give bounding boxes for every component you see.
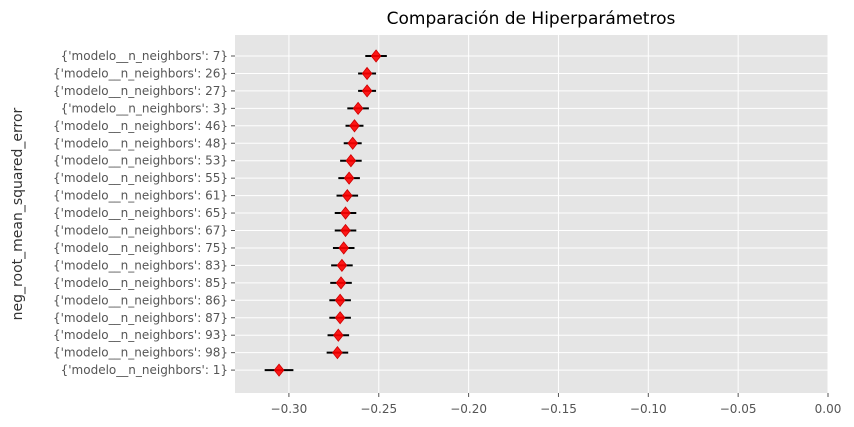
data-point-marker (352, 101, 364, 115)
data-point-marker (335, 276, 347, 290)
data-point-marker (343, 171, 355, 185)
data-point-marker (273, 363, 285, 377)
data-point-marker (345, 154, 357, 168)
chart-title: Comparación de Hiperparámetros (387, 9, 676, 29)
markers (273, 49, 382, 377)
y-tick-label: {'modelo__n_neighbors': 85} (53, 276, 228, 290)
gridlines (235, 35, 829, 393)
data-point-marker (336, 258, 348, 273)
data-point-marker (340, 223, 351, 238)
y-tick-label: {'modelo__n_neighbors': 61} (53, 189, 228, 203)
data-point-marker (338, 241, 350, 255)
y-tick-label: {'modelo__n_neighbors': 53} (53, 154, 228, 168)
y-tick-label: {'modelo__n_neighbors': 27} (53, 84, 228, 98)
plot-background (235, 35, 828, 393)
y-tick-label: {'modelo__n_neighbors': 65} (53, 206, 228, 220)
y-tick-label: {'modelo__n_neighbors': 87} (53, 311, 228, 325)
data-point-marker (349, 119, 360, 133)
y-tick-labels: {'modelo__n_neighbors': 7} {'modelo__n_ne… (53, 49, 235, 377)
data-point-marker (370, 49, 382, 63)
y-tick-label: {'modelo__n_neighbors': 98} (53, 346, 228, 360)
y-tick-label: {'modelo__n_neighbors': 26} (53, 66, 228, 80)
x-tick-label: −0.15 (540, 402, 577, 416)
y-tick-label: {'modelo__n_neighbors': 1} (61, 363, 228, 377)
x-tick-label: 0.00 (815, 402, 842, 416)
y-tick-label: {'modelo__n_neighbors': 93} (53, 328, 228, 342)
data-point-marker (340, 206, 351, 220)
y-tick-label: {'modelo__n_neighbors': 86} (53, 293, 228, 307)
x-tick-label: −0.25 (360, 402, 397, 416)
y-tick-label: {'modelo__n_neighbors': 48} (53, 136, 228, 150)
data-point-marker (332, 346, 343, 360)
y-tick-label: {'modelo__n_neighbors': 67} (53, 224, 228, 238)
data-point-marker (334, 293, 346, 307)
x-tick-labels: −0.30 −0.25 −0.20 −0.15 −0.10 −0.05 0.00 (271, 393, 842, 416)
data-point-marker (341, 188, 353, 203)
x-tick-label: −0.05 (720, 402, 757, 416)
data-point-marker (347, 136, 359, 150)
x-tick-label: −0.20 (450, 402, 487, 416)
y-tick-label: {'modelo__n_neighbors': 46} (53, 119, 228, 133)
y-axis-label: neg_root_mean_squared_error (10, 107, 26, 320)
y-tick-label: {'modelo__n_neighbors': 3} (61, 101, 228, 115)
y-tick-label: {'modelo__n_neighbors': 83} (53, 258, 228, 272)
data-point-marker (333, 328, 344, 342)
y-tick-label: {'modelo__n_neighbors': 7} (61, 49, 228, 63)
y-tick-label: {'modelo__n_neighbors': 55} (53, 171, 228, 185)
data-point-marker (361, 84, 373, 98)
data-point-marker (334, 311, 346, 325)
y-tick-label: {'modelo__n_neighbors': 75} (53, 241, 228, 255)
x-tick-label: −0.30 (271, 402, 308, 416)
data-point-marker (361, 66, 373, 81)
x-tick-label: −0.10 (630, 402, 667, 416)
